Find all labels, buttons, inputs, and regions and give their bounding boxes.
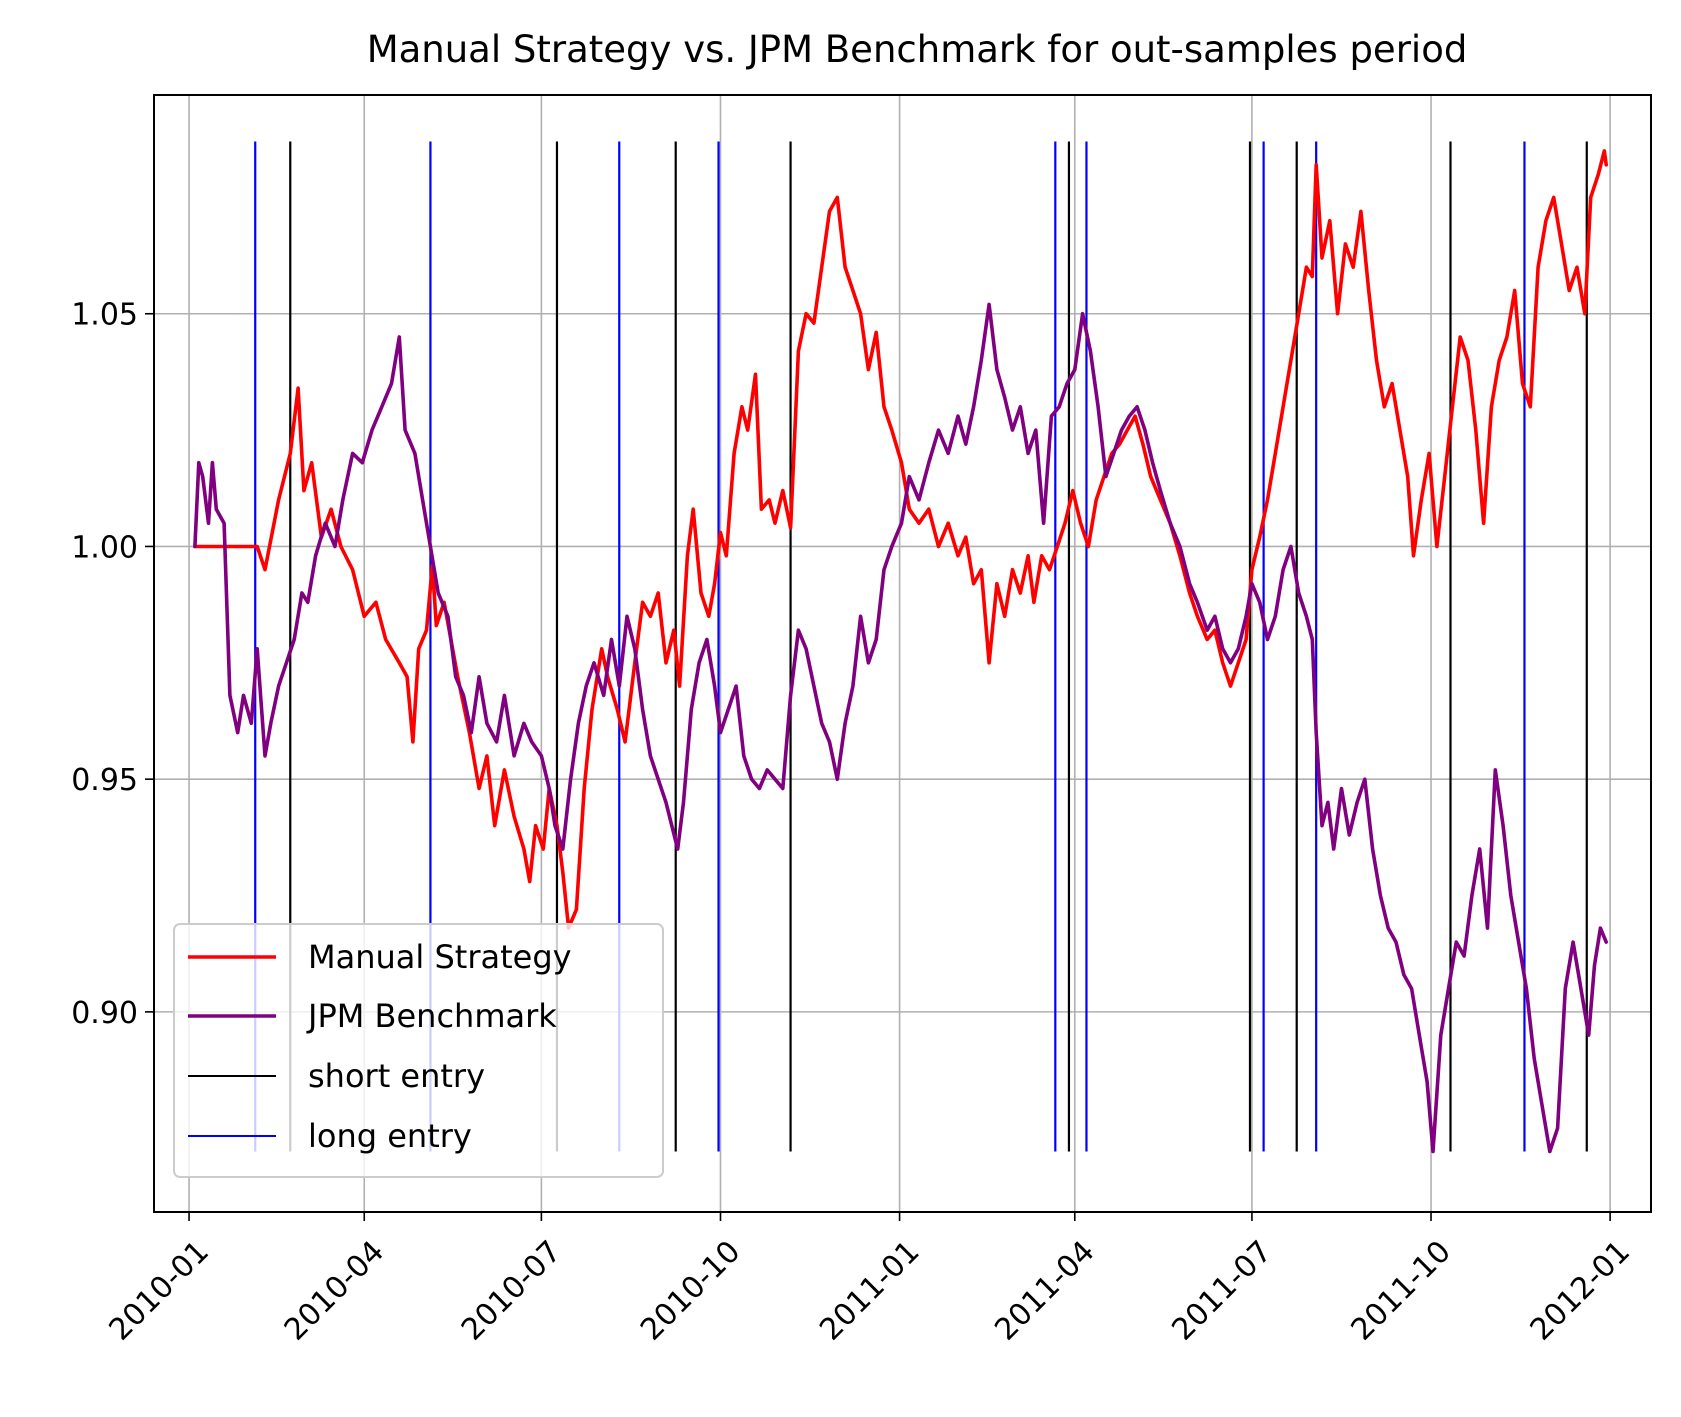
legend-label-manual-strategy: Manual Strategy: [308, 938, 572, 976]
legend-label-long-entry: long entry: [308, 1117, 472, 1155]
plot-frame: [153, 94, 1652, 1213]
jpm-benchmark-line: [193, 302, 1608, 1154]
manual-strategy-line: [193, 149, 1608, 930]
legend-label-short-entry: short entry: [308, 1057, 485, 1095]
y-tick-label: 0.95: [71, 763, 138, 798]
legend: Manual Strategy JPM Benchmark short entr…: [173, 923, 664, 1178]
legend-label-jpm-benchmark: JPM Benchmark: [306, 997, 557, 1035]
y-tick-label: 1.05: [71, 298, 138, 333]
y-tick-label: 1.00: [71, 530, 138, 565]
series-layer: [193, 149, 1608, 1154]
y-tick-label: 0.90: [71, 996, 138, 1031]
grid-layer: [154, 95, 1651, 1212]
chart-title: Manual Strategy vs. JPM Benchmark for ou…: [367, 28, 1468, 71]
legend-box: [173, 923, 664, 1178]
